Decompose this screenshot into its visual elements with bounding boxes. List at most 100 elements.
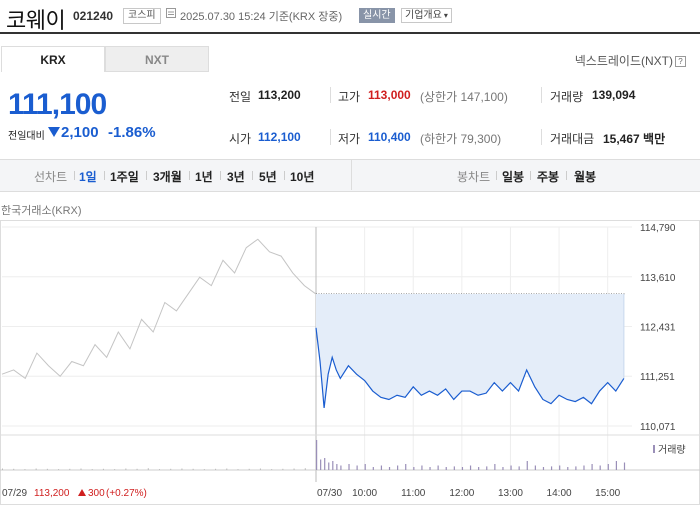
volume-bar [147, 468, 149, 470]
volume-bar [380, 465, 383, 470]
period-divider [220, 171, 221, 180]
amount-value: 15,467 백만 [603, 130, 665, 147]
y-tick-label: 110,071 [640, 422, 676, 433]
volume-bar [550, 466, 553, 470]
y-tick-label: 114,790 [640, 223, 676, 234]
volume-bar [2, 468, 3, 470]
today-label: 07/30 [317, 488, 342, 499]
period-1y[interactable]: 1년 [195, 170, 213, 184]
y-tick-label: 113,610 [640, 273, 676, 284]
volume-bar [510, 465, 512, 470]
market-badge: 코스피 [123, 8, 161, 24]
volume-bar [413, 467, 415, 470]
volume-bar [356, 465, 358, 470]
volume-bar [445, 467, 447, 470]
volume-bar [583, 465, 585, 470]
realtime-badge[interactable]: 실시간 [359, 8, 395, 23]
help-icon[interactable]: ? [675, 56, 686, 67]
volume-bar [461, 467, 464, 470]
amount-label: 거래대금 [550, 132, 595, 146]
volume-bar [372, 467, 374, 470]
volume-bar [91, 469, 93, 470]
volume-bar [304, 468, 306, 470]
volume-bar [348, 464, 350, 470]
period-5y[interactable]: 5년 [259, 170, 277, 184]
volume-bar [502, 467, 504, 470]
corp-info-label: 기업개요 [405, 10, 442, 21]
header-divider [0, 32, 700, 34]
period-bar [0, 159, 700, 192]
period-10y[interactable]: 10년 [290, 170, 315, 184]
period-divider [74, 171, 75, 180]
stock-code: 021240 [73, 9, 114, 23]
volume-bar [623, 462, 626, 470]
nextrade-link-label: 넥스트레이드(NXT) [574, 54, 673, 68]
volume-bar [453, 466, 455, 470]
volume-bar [102, 468, 104, 470]
low-value: 110,400 [368, 130, 411, 144]
x-tick-label: 12:00 [449, 488, 474, 499]
tab-krx[interactable]: KRX [1, 46, 105, 72]
stat-divider [541, 129, 542, 145]
candle-week[interactable]: 주봉 [537, 170, 560, 184]
volume-bar [469, 465, 472, 470]
volume-bar [192, 468, 194, 470]
volume-bar [542, 467, 545, 470]
volume-bar [437, 465, 439, 470]
prev-close-label: 전일 [229, 90, 252, 104]
volume-bar [599, 465, 601, 470]
price-chart[interactable]: 거래량 114,790113,610112,431111,251110,071 … [0, 220, 700, 505]
y-tick-label: 112,431 [640, 322, 676, 333]
period-1d[interactable]: 1일 [79, 170, 97, 184]
period-divider [566, 171, 567, 180]
volume-bar [80, 468, 82, 470]
tab-nxt[interactable]: NXT [105, 46, 209, 72]
prev-compare-label: 전일대비 [8, 131, 45, 142]
period-3y[interactable]: 3년 [227, 170, 245, 184]
nextrade-link[interactable]: 넥스트레이드(NXT)? [575, 52, 686, 69]
period-3m[interactable]: 3개월 [153, 170, 182, 184]
volume-bar [125, 468, 127, 470]
volume-bar [336, 464, 338, 470]
period-divider [284, 171, 285, 180]
x-tick-label: 10:00 [352, 488, 377, 499]
up-triangle-icon [78, 489, 86, 496]
volume-bar [237, 469, 239, 470]
high-label: 고가 [338, 90, 361, 104]
volume-bar [13, 468, 15, 470]
volume-bar [534, 465, 536, 470]
volume-bar [248, 468, 250, 470]
period-divider [252, 171, 253, 180]
volume-bar [575, 466, 577, 470]
volume-bar [397, 465, 399, 470]
volume-bar [526, 461, 528, 470]
today-price-line [315, 327, 625, 408]
candle-month[interactable]: 월봉 [574, 170, 597, 184]
volume-bar [226, 468, 228, 470]
volume-bar [478, 467, 480, 470]
timestamp: 2025.07.30 15:24 기준(KRX 장중) [180, 11, 343, 23]
volume-label: 거래량 [550, 90, 584, 104]
corp-info-dropdown[interactable]: 기업개요 ▾ [401, 8, 452, 23]
volume-bar [181, 468, 183, 470]
clock-icon [166, 8, 176, 18]
volume-bar [324, 458, 326, 470]
volume-bar [405, 464, 407, 470]
volume-bar [114, 469, 116, 470]
candle-chart-label: 봉차트 [457, 170, 491, 184]
period-1w[interactable]: 1주일 [110, 170, 139, 184]
period-divider [104, 171, 105, 180]
volume-bar [332, 461, 334, 470]
down-triangle-icon [48, 127, 60, 137]
candle-day[interactable]: 일봉 [502, 170, 525, 184]
amount-unit: 백만 [643, 132, 666, 146]
volume-bar [159, 469, 160, 470]
x-tick-label: 11:00 [401, 488, 426, 499]
price-change-value: 2,100 [61, 124, 99, 141]
x-tick-label: 14:00 [547, 488, 572, 499]
volume-bar [282, 468, 284, 470]
stat-divider [330, 129, 331, 145]
volume-bar [429, 467, 431, 470]
volume-bar [494, 464, 496, 470]
volume-bar [58, 469, 60, 470]
